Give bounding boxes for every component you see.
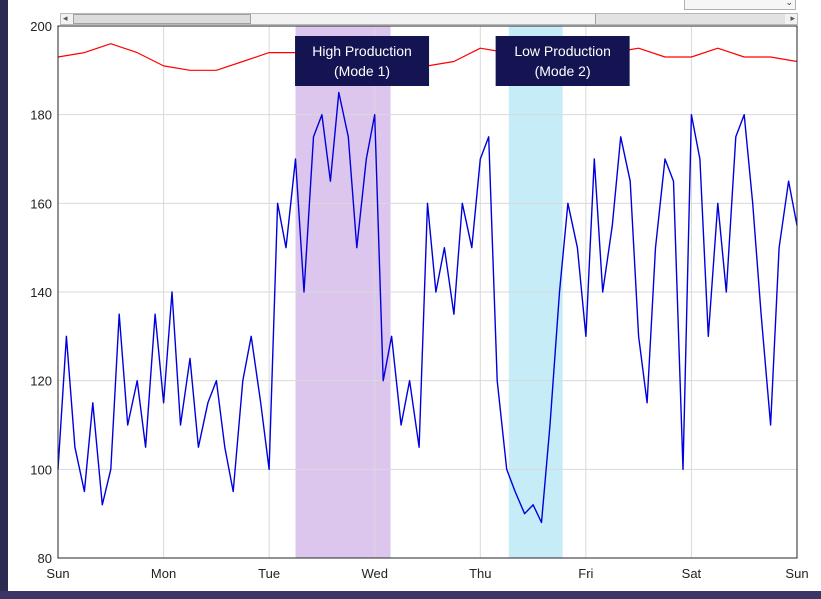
scroll-left-arrow-icon[interactable]: ◂	[63, 13, 68, 23]
scroll-right-arrow-icon[interactable]: ▸	[790, 13, 795, 23]
mode-label-title: Low Production	[514, 43, 611, 59]
window-frame-bottom	[0, 591, 821, 599]
series-line-2	[57, 91, 798, 524]
y-tick-label: 120	[30, 374, 52, 389]
y-tick-label: 200	[30, 19, 52, 34]
y-tick-label: 80	[38, 551, 52, 566]
x-tick-label: Sun	[46, 566, 69, 581]
mode-label-box-2	[495, 36, 630, 86]
x-tick-label: Wed	[361, 566, 388, 581]
mode-annotations: High Production (Mode 1) Low Production (Mo…	[295, 36, 630, 86]
x-tick-label: Tue	[258, 566, 280, 581]
y-tick-label: 180	[30, 108, 52, 123]
view-dropdown[interactable]: ⌄	[684, 0, 796, 10]
x-tick-label: Thu	[469, 566, 491, 581]
x-tick-label: Sat	[682, 566, 702, 581]
tick-labels: 80 100 120 140 160 180 200 Sun Mon Tue Wed Thu Fri Sa…	[30, 19, 808, 581]
mode-label-subtitle: (Mode 1)	[334, 63, 390, 79]
scroll-track-right[interactable]	[595, 14, 785, 24]
chevron-down-icon[interactable]: ⌄	[785, 0, 793, 7]
x-tick-label: Sun	[785, 566, 808, 581]
y-tick-label: 100	[30, 462, 52, 477]
y-tick-label: 140	[30, 285, 52, 300]
scroll-thumb[interactable]	[73, 14, 251, 24]
mode-label-title: High Production	[312, 43, 412, 59]
window-frame-left	[0, 0, 8, 599]
x-tick-label: Mon	[151, 566, 176, 581]
mode-label-box-1	[295, 36, 430, 86]
series-lines	[57, 43, 798, 524]
y-tick-label: 160	[30, 196, 52, 211]
mode-label-subtitle: (Mode 2)	[535, 63, 591, 79]
x-tick-label: Fri	[578, 566, 593, 581]
time-scrollbar[interactable]: ◂ ▸	[60, 13, 798, 25]
plot-axes-box	[57, 25, 798, 559]
grid-lines	[57, 25, 798, 559]
